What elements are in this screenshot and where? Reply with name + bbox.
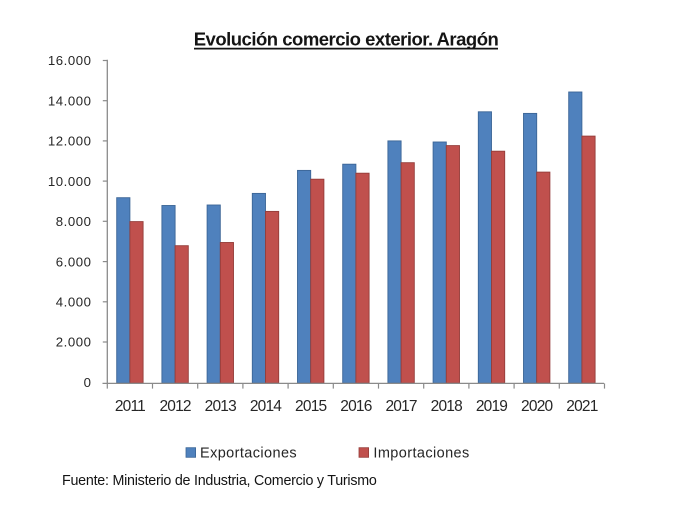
svg-text:2017: 2017 [385, 398, 416, 415]
svg-text:2.000: 2.000 [56, 335, 92, 350]
svg-text:6.000: 6.000 [56, 254, 92, 269]
svg-text:0: 0 [84, 375, 92, 390]
svg-text:10.000: 10.000 [48, 174, 92, 189]
svg-text:2016: 2016 [340, 398, 371, 415]
svg-text:2020: 2020 [521, 398, 553, 415]
svg-text:16.000: 16.000 [48, 53, 92, 68]
svg-text:Evolución comercio exterior. A: Evolución comercio exterior. Aragón [194, 28, 499, 49]
svg-text:4.000: 4.000 [56, 295, 92, 310]
svg-text:12.000: 12.000 [48, 134, 92, 149]
svg-text:2012: 2012 [159, 398, 190, 415]
svg-text:2018: 2018 [431, 398, 462, 415]
svg-text:Fuente: Ministerio de Industri: Fuente: Ministerio de Industria, Comerci… [62, 473, 377, 489]
svg-text:Exportaciones: Exportaciones [200, 445, 297, 461]
svg-text:Importaciones: Importaciones [373, 445, 469, 461]
svg-text:2019: 2019 [476, 398, 507, 415]
svg-text:2013: 2013 [205, 398, 236, 415]
svg-text:2021: 2021 [566, 398, 597, 415]
svg-text:8.000: 8.000 [56, 214, 92, 229]
svg-text:2014: 2014 [250, 398, 282, 415]
svg-text:2011: 2011 [115, 398, 145, 415]
svg-text:2015: 2015 [295, 398, 326, 415]
svg-text:14.000: 14.000 [48, 93, 92, 108]
